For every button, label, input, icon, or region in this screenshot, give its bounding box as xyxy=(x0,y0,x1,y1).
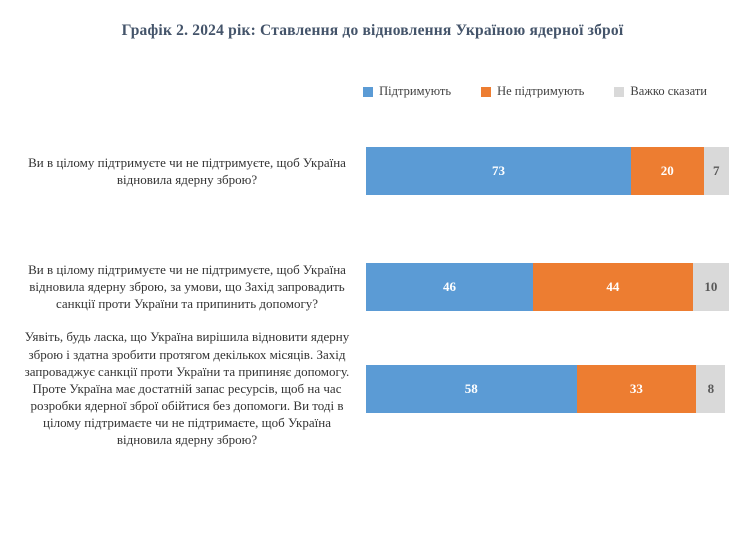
legend-item: Підтримують xyxy=(363,84,451,99)
bar-segment: 73 xyxy=(366,147,631,195)
bar-group: 46 44 10 xyxy=(366,262,737,311)
chart-row: Уявіть, будь ласка, що Україна вирішила … xyxy=(8,328,737,448)
bar-segment: 33 xyxy=(576,364,697,413)
legend: Підтримують Не підтримують Важко сказати xyxy=(8,84,707,99)
legend-label: Підтримують xyxy=(379,84,452,98)
legend-swatch xyxy=(614,86,625,97)
chart-rows: Ви в цілому підтримуєте чи не підтримуєт… xyxy=(8,147,737,449)
bar-segment: 7 xyxy=(703,147,729,195)
bar-group: 58 33 8 xyxy=(366,364,737,413)
legend-item: Не підтримують xyxy=(481,84,584,99)
bar-segment: 20 xyxy=(630,147,704,195)
bar-segment: 44 xyxy=(532,262,693,311)
legend-item: Важко сказати xyxy=(614,84,707,99)
legend-swatch xyxy=(363,86,374,97)
chart-row: Ви в цілому підтримуєте чи не підтримуєт… xyxy=(8,147,737,195)
chart-title: Графік 2. 2024 рік: Ставлення до відновл… xyxy=(121,22,624,39)
question-label: Уявіть, будь ласка, що Україна вирішила … xyxy=(24,329,350,448)
bar-segment: 8 xyxy=(696,364,726,413)
legend-label: Не підтримують xyxy=(497,84,585,98)
question-label: Ви в цілому підтримуєте чи не підтримуєт… xyxy=(28,262,346,312)
question-label: Ви в цілому підтримуєте чи не підтримуєт… xyxy=(28,154,346,187)
bar-segment: 58 xyxy=(366,364,577,413)
legend-label: Важко сказати xyxy=(630,84,707,98)
chart-row: Ви в цілому підтримуєте чи не підтримуєт… xyxy=(8,261,737,312)
bar-segment: 46 xyxy=(366,262,533,311)
legend-swatch xyxy=(481,86,492,97)
bar-segment: 10 xyxy=(692,262,729,311)
bar-group: 73 20 7 xyxy=(366,147,737,195)
